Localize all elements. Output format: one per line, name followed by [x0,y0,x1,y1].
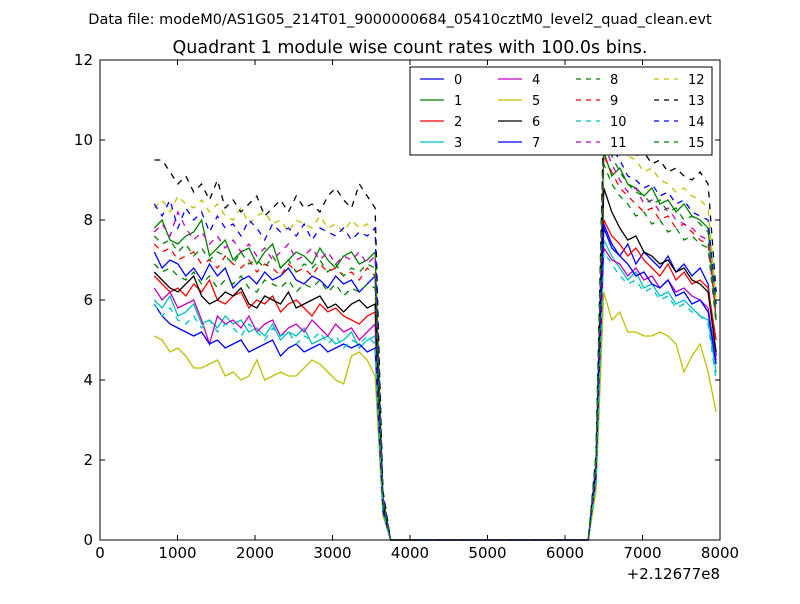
y-tick-label: 8 [83,211,93,229]
y-tick-label: 4 [83,371,93,389]
legend-label-0: 0 [454,73,462,88]
legend-label-6: 6 [532,115,540,130]
series-line-6 [153,187,717,541]
series-line-0 [153,227,717,541]
series-line-11 [153,143,717,541]
series-line-9 [153,155,717,541]
series-line-2 [153,219,717,541]
legend-label-14: 14 [688,115,705,130]
x-tick-label: 8000 [701,544,739,562]
x-tick-label: 7000 [623,544,661,562]
series-line-13 [154,115,717,541]
series-line-10 [153,249,717,541]
y-tick-label: 12 [74,51,93,69]
legend-label-12: 12 [688,73,705,88]
legend-label-7: 7 [532,136,540,151]
legend-label-10: 10 [610,115,627,130]
legend-label-4: 4 [532,73,540,88]
plot-area [153,103,717,541]
legend-label-15: 15 [688,136,705,151]
x-tick-label: 4000 [391,544,429,562]
legend-label-8: 8 [610,73,618,88]
x-tick-label: 2000 [236,544,274,562]
x-tick-label: 1000 [158,544,196,562]
legend-label-9: 9 [610,94,618,109]
series-line-3 [153,239,717,541]
y-tick-label: 6 [83,291,93,309]
legend-box [409,66,713,156]
series-line-12 [153,103,717,541]
series-line-15 [153,135,717,541]
y-tick-label: 0 [83,531,93,549]
axes: 0 1000 2000 3000 4000 5000 6000 7000 80000246810… [74,51,739,562]
legend-label-3: 3 [454,136,462,151]
y-tick-label: 2 [83,451,93,469]
figure-suptitle: Data file: modeM0/AS1G05_214T01_90000006… [88,12,712,28]
legend-label-13: 13 [688,94,705,109]
legend-label-2: 2 [454,115,462,130]
x-tick-label: 5000 [468,544,506,562]
x-tick-label: 3000 [313,544,351,562]
series-line-7 [153,223,717,541]
series-line-4 [153,245,717,541]
series-line-5 [154,291,717,541]
series-line-14 [153,123,717,541]
x-axis-offset-label: +2.12677e8 [627,565,720,583]
x-tick-label: 0 [95,544,105,562]
series-line-1 [153,151,717,541]
chart-title: Quadrant 1 module wise count rates with … [173,38,648,58]
x-tick-label: 6000 [546,544,584,562]
legend-label-1: 1 [454,94,462,109]
legend-label-5: 5 [532,94,540,109]
series-line-8 [153,163,717,541]
y-tick-label: 10 [74,131,93,149]
legend-label-11: 11 [610,136,627,151]
